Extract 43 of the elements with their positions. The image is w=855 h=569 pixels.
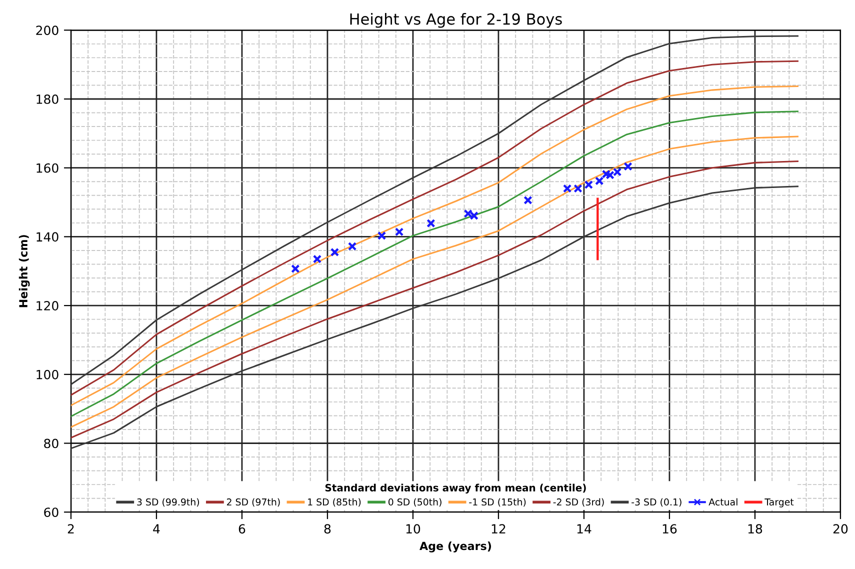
x-tick-label: 18 [748,524,762,534]
point [394,228,404,236]
legend-label: 1 SD (85th) [308,498,361,507]
point [348,242,357,251]
x-tick-label: 6 [238,524,246,534]
x-axis-title: Age (years) [420,542,491,552]
point [312,254,322,264]
y-tick-label: 120 [36,301,58,310]
y-tick-label: 60 [44,508,58,518]
legend-label: Target [764,498,794,508]
x-tick-label: 12 [492,524,506,534]
legend-label: -2 SD (3rd) [553,498,604,507]
x-tick-label: 16 [662,524,677,534]
y-tick-label: 160 [36,163,58,173]
legend-label: -3 SD (0.1) [632,498,682,507]
point [594,176,604,186]
y-tick-label: 200 [36,26,58,36]
x-tick-label: 4 [153,524,160,534]
point [584,180,594,190]
y-axis-title: Height (cm) [18,235,30,308]
point [330,248,340,257]
legend-label: 0 SD (50th) [388,498,442,507]
x-tick-label: 14 [577,524,592,534]
x-tick-label: 2 [68,524,74,534]
legend-label: 3 SD (99.9th) [137,498,200,507]
legend-label: Actual [708,498,738,506]
x-tick-label: 8 [324,524,331,534]
point [602,170,611,178]
legend-label: 2 SD (97th) [226,498,280,507]
y-tick-label: 140 [36,232,58,242]
legend-label: -1 SD (15th) [469,498,526,507]
point [624,162,632,171]
y-tick-label: 180 [36,94,58,104]
y-tick-label: 100 [36,370,58,380]
point [524,196,532,205]
x-tick-label: 10 [406,524,420,534]
point [291,264,300,274]
point [426,218,436,228]
x-tick-label: 20 [833,524,848,534]
legend-title: Standard deviations away from mean (centile) [325,484,586,494]
chart-title: Height vs Age for 2-19 Boys [350,12,562,28]
point [377,231,386,240]
y-tick-label: 80 [44,438,58,448]
